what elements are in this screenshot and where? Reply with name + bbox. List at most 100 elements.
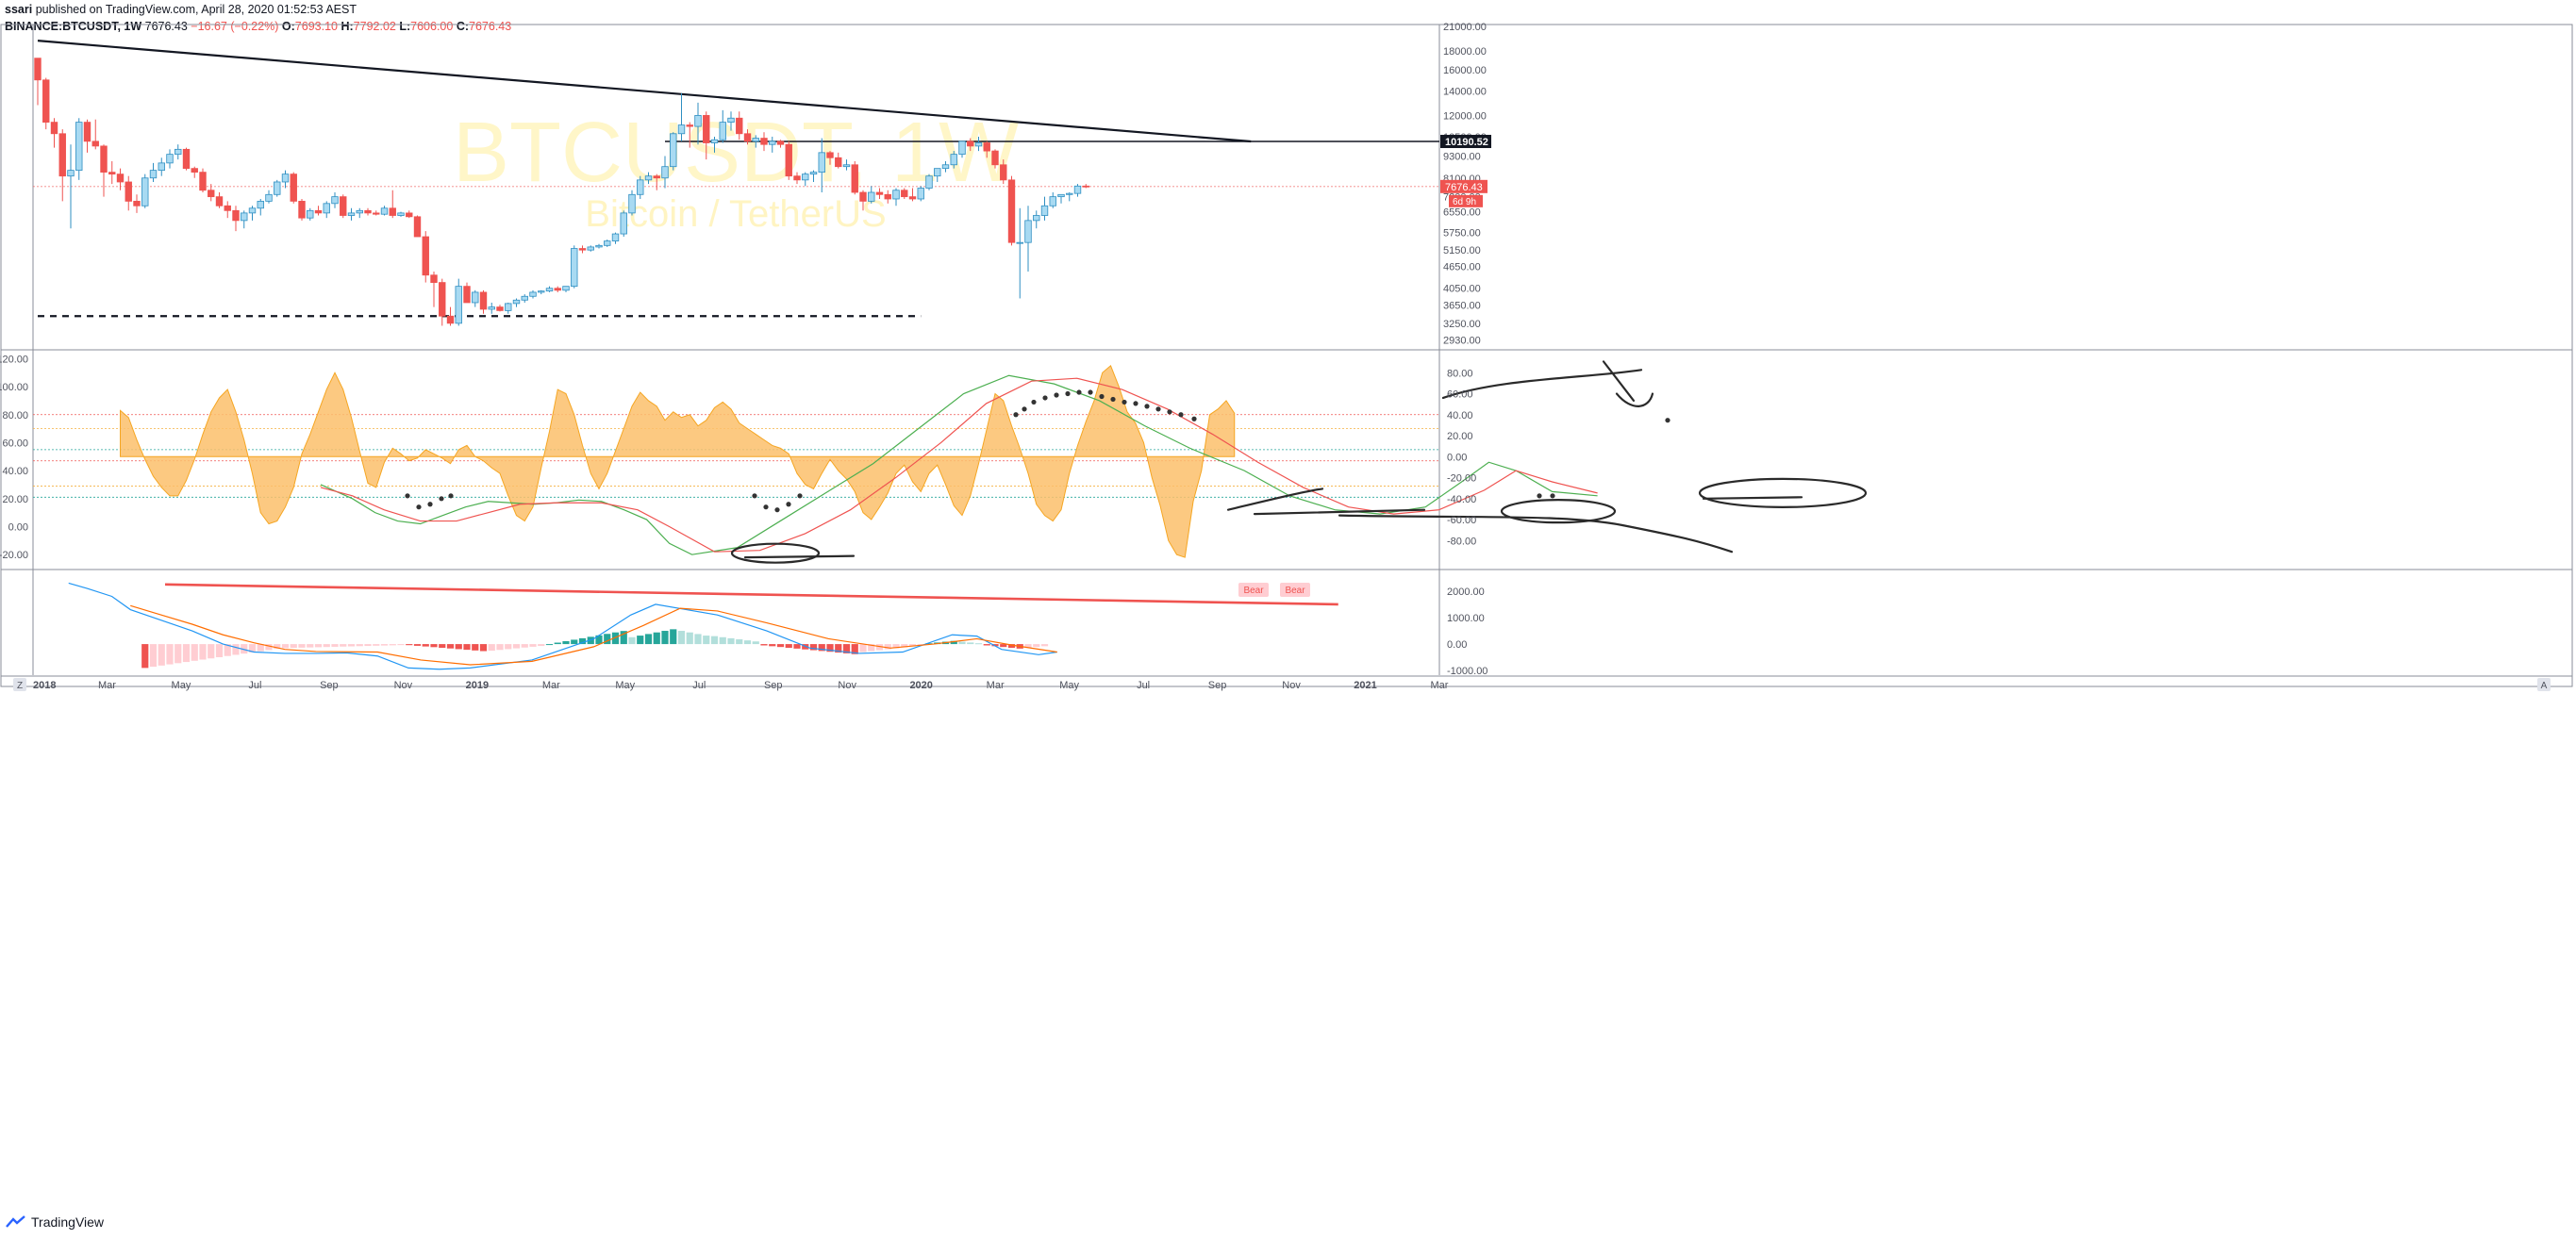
candle-body [901, 190, 908, 198]
macd-histogram-bar [571, 639, 578, 645]
candle [736, 111, 743, 140]
candle [141, 173, 149, 208]
candle [364, 207, 372, 216]
osc-right-tick: -80.00 [1447, 536, 1476, 547]
candle [1024, 206, 1032, 272]
annotation-dot [1042, 395, 1048, 401]
price-tick-label: 9300.00 [1443, 151, 1481, 162]
candle-body [611, 233, 620, 242]
candle [818, 138, 825, 193]
candle-body [149, 170, 158, 179]
candle-body [1082, 185, 1089, 188]
candle-body [661, 166, 669, 179]
candle [538, 289, 545, 295]
price-tick-label: 14000.00 [1443, 86, 1487, 97]
candle [347, 207, 356, 221]
candle-body [637, 179, 644, 195]
descending-trendline [37, 40, 1252, 143]
price-tick-label: 3250.00 [1443, 319, 1481, 330]
auto-scale-button[interactable] [2537, 678, 2551, 691]
candle-body [934, 168, 941, 177]
candle [75, 118, 83, 180]
candle [446, 306, 455, 326]
macd-histogram-bar [769, 644, 776, 647]
annotation-dot [1054, 392, 1059, 398]
candle [554, 286, 561, 292]
annotation-circle-3 [1698, 477, 1868, 508]
macd-histogram-bar [265, 644, 273, 651]
macd-histogram-bar [974, 643, 983, 645]
candle [719, 109, 726, 143]
candle-body [389, 207, 396, 216]
macd-histogram-bar [884, 644, 891, 650]
tradingview-logo-icon [6, 1215, 25, 1228]
candle [463, 282, 471, 304]
candle-body [917, 188, 924, 200]
candle-body [224, 205, 231, 211]
candle-body [83, 122, 91, 142]
candle-body [884, 193, 891, 200]
time-axis-label: Jul [1137, 680, 1150, 691]
candle-body [1007, 179, 1016, 243]
macd-histogram-bar [670, 629, 677, 645]
macd-histogram-bar [274, 644, 281, 650]
candle-body [562, 286, 570, 291]
candle-body [347, 212, 356, 216]
bear-label-bg [1238, 583, 1269, 597]
candle [241, 210, 248, 229]
candle [215, 192, 224, 208]
candle [595, 243, 603, 249]
macd-histogram-bar [521, 644, 528, 648]
publish-info: ssari published on TradingView.com, Apri… [5, 3, 357, 16]
price-tick-label: 2930.00 [1443, 335, 1481, 346]
resistance-price-text: 10190.52 [1445, 137, 1488, 148]
tradingview-footer[interactable]: TradingView [6, 1214, 104, 1230]
macd-histogram-bar [562, 640, 570, 645]
macd-histogram-bar [215, 644, 224, 657]
macd-histogram-bar [851, 644, 858, 654]
candle-body [628, 193, 636, 214]
candle [793, 172, 801, 185]
annotation-dot [1065, 390, 1071, 397]
macd-histogram-bar [158, 644, 165, 666]
candle [505, 302, 512, 314]
price-tick-label: 4650.00 [1443, 261, 1481, 273]
macd-histogram-bar [818, 644, 825, 652]
candle [248, 206, 257, 221]
candle-body [875, 191, 884, 195]
candle-body [50, 122, 58, 135]
osc-right-tick: 0.00 [1447, 452, 1467, 463]
divergence-line [164, 583, 1338, 606]
low-value: 7606.00 [410, 20, 454, 33]
candle [769, 136, 776, 153]
annotation-dot [1122, 399, 1127, 405]
osc-right-tick: 20.00 [1447, 431, 1473, 442]
osc-left-tick: 60.00 [2, 438, 28, 449]
scale-z-button[interactable] [13, 678, 26, 691]
macd-histogram-bar [538, 644, 545, 647]
candle-body [967, 140, 974, 147]
macd-histogram-bar [983, 644, 990, 646]
candle-body [307, 209, 314, 219]
candle [752, 135, 759, 148]
candle [521, 294, 528, 303]
macd-histogram-bar [488, 644, 495, 652]
candle [727, 111, 735, 131]
price-tick-label: 5750.00 [1443, 228, 1481, 240]
macd-histogram-bar [422, 644, 429, 647]
price-tick-label: 4050.00 [1443, 284, 1481, 295]
annotation-stroke [1702, 496, 1803, 500]
last-price-badge [1440, 179, 1487, 193]
candle [182, 147, 191, 171]
last-price-text: 7676.43 [1445, 182, 1483, 193]
candle-body [521, 295, 528, 301]
candle [802, 172, 809, 187]
macd-histogram-bar [587, 636, 594, 645]
candle-body [182, 148, 191, 170]
publisher-name[interactable]: ssari [5, 3, 33, 16]
macd-histogram-bar [141, 644, 149, 669]
macd-histogram-bar [298, 644, 306, 648]
candle [925, 173, 933, 190]
candle [958, 140, 966, 158]
